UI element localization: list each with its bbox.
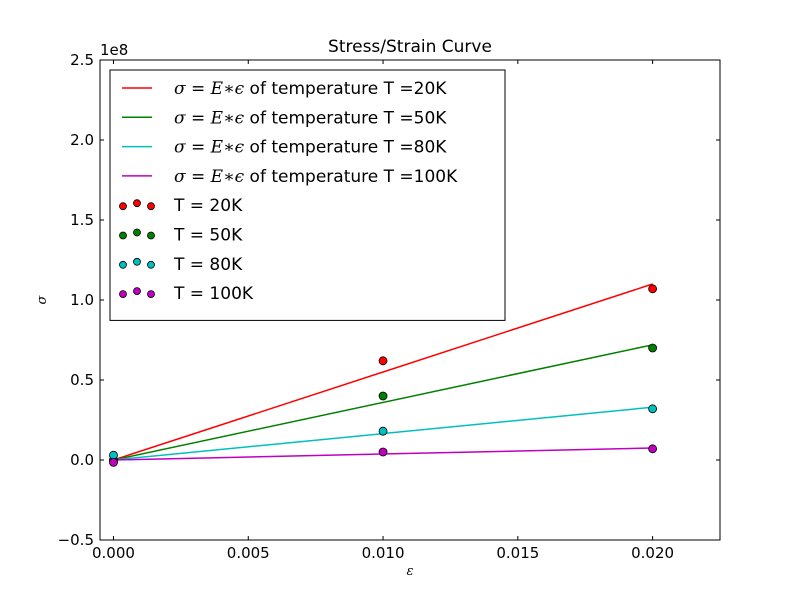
scatter-point-2-1 — [378, 426, 388, 436]
legend-label-5: T = 50K — [173, 226, 243, 246]
legend-marker-swatch-6-0 — [119, 260, 127, 269]
y-axis-ticks: −0.5 0.0 0.5 1.0 1.5 2.0 2.5 — [58, 51, 720, 549]
scatter-point-1-2 — [648, 343, 658, 353]
chart-title: Stress/Strain Curve — [328, 37, 492, 57]
legend-marker-swatch-4-1 — [133, 199, 141, 208]
legend-marker-swatch-7-0 — [119, 290, 127, 299]
y-offset-label: 1e8 — [100, 41, 128, 59]
legend-label-0: σ = E∗ϵ of temperature T =20K — [174, 79, 447, 99]
scatter-point-0-1 — [378, 356, 388, 366]
legend-marker-swatch-6-2 — [147, 260, 155, 269]
x-tick-label-3: 0.015 — [496, 544, 539, 562]
legend-marker-swatch-5-2 — [147, 231, 155, 240]
x-tick-label-2: 0.010 — [362, 544, 405, 562]
legend-label-6: T = 80K — [173, 255, 243, 275]
legend-marker-swatch-5-0 — [119, 231, 127, 240]
plot-content — [109, 283, 658, 467]
legend-math-0: σ = E∗ϵ — [174, 79, 245, 99]
scatter-point-3-2 — [648, 444, 658, 454]
legend-label-7: T = 100K — [173, 284, 254, 304]
legend-label-3: σ = E∗ϵ of temperature T =100K — [174, 167, 458, 187]
y-axis-label: σ — [35, 294, 50, 304]
legend-text-0: of temperature T =20K — [244, 79, 447, 99]
scatter-point-3-1 — [378, 447, 388, 457]
scatter-point-2-2 — [648, 404, 658, 414]
series-line-1 — [113, 344, 653, 461]
x-axis-ticks: 0.000 0.005 0.010 0.015 0.020 — [92, 60, 674, 562]
legend-text-1: of temperature T =50K — [244, 108, 447, 128]
x-tick-label-1: 0.005 — [227, 544, 270, 562]
y-tick-label-5: 2.0 — [70, 131, 94, 149]
legend-label-4: T = 20K — [173, 196, 243, 216]
legend-marker-swatch-4-0 — [119, 202, 127, 211]
legend-marker-swatch-5-1 — [133, 228, 141, 237]
legend-box — [109, 69, 506, 321]
legend-math-1: σ = E∗ϵ — [174, 108, 245, 128]
legend-math-3: σ = E∗ϵ — [174, 167, 245, 187]
scatter-point-1-1 — [378, 391, 388, 401]
y-tick-label-6: 2.5 — [70, 51, 94, 69]
x-tick-label-0: 0.000 — [92, 544, 135, 562]
legend-label-2: σ = E∗ϵ of temperature T =80K — [174, 138, 447, 158]
legend-marker-swatch-4-2 — [147, 202, 155, 211]
x-axis-label: ε — [407, 564, 414, 579]
y-tick-label-2: 0.5 — [70, 371, 94, 389]
legend-text-3: of temperature T =100K — [244, 167, 458, 187]
scatter-point-0-2 — [648, 284, 658, 294]
y-tick-label-0: −0.5 — [58, 531, 94, 549]
legend-text-2: of temperature T =80K — [244, 138, 447, 158]
legend-marker-swatch-6-1 — [133, 257, 141, 266]
legend-marker-swatch-7-1 — [133, 287, 141, 296]
x-tick-label-4: 0.020 — [631, 544, 674, 562]
y-tick-label-4: 1.5 — [70, 211, 94, 229]
y-tick-label-3: 1.0 — [70, 291, 94, 309]
legend-label-1: σ = E∗ϵ of temperature T =50K — [174, 108, 447, 128]
y-tick-label-1: 0.0 — [70, 451, 94, 469]
legend-math-2: σ = E∗ϵ — [174, 138, 245, 158]
scatter-point-3-0 — [109, 457, 118, 467]
series-line-0 — [113, 283, 653, 461]
legend-marker-swatch-7-2 — [147, 290, 155, 299]
